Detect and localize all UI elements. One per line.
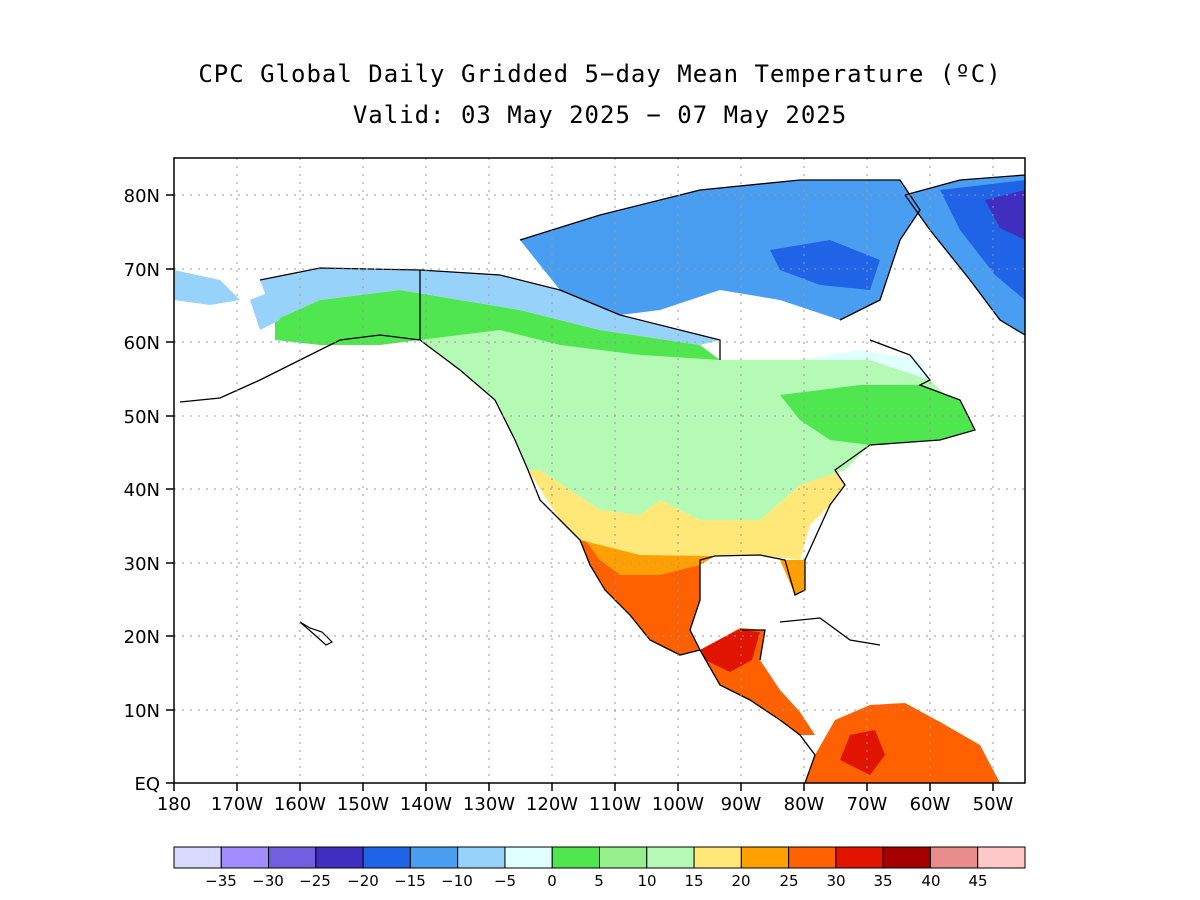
hudson-region — [800, 350, 930, 380]
florida-warm — [780, 560, 805, 595]
colorbar-label: −20 — [347, 872, 379, 890]
colorbar-label: 45 — [968, 872, 987, 890]
axis-ticks — [166, 194, 994, 791]
colorbar-swatch — [457, 846, 506, 869]
lon-label: 180 — [157, 794, 191, 815]
lat-label: 80N — [124, 186, 160, 207]
colorbar-swatch — [646, 846, 695, 869]
arctic-slope — [260, 268, 720, 345]
colorbar-label: 0 — [547, 872, 557, 890]
colorbar-swatch — [173, 846, 222, 869]
lat-label: 40N — [124, 480, 160, 501]
temperature-field — [174, 175, 1025, 783]
lat-label: 50N — [124, 407, 160, 428]
graticule — [174, 158, 1025, 783]
colorbar-label: 15 — [684, 872, 703, 890]
lat-label: 10N — [124, 701, 160, 722]
arctic-cold-core — [770, 240, 880, 290]
latitude-labels: EQ 10N 20N 30N 40N 50N 60N 70N 80N — [124, 186, 160, 795]
colorbar-swatch — [362, 846, 411, 869]
lon-label: 150W — [337, 794, 389, 815]
colorbar-swatch — [220, 846, 270, 869]
colorbar-swatch — [315, 846, 364, 869]
colorbar — [173, 846, 1026, 869]
colorbar-label: −25 — [299, 872, 331, 890]
lon-label: 130W — [463, 794, 515, 815]
lat-label: EQ — [134, 774, 160, 795]
central-america-hotspot — [700, 630, 760, 672]
colorbar-swatch — [551, 846, 600, 869]
lon-label: 100W — [652, 794, 704, 815]
lat-label: 20N — [124, 627, 160, 648]
lon-label: 90W — [721, 794, 762, 815]
mid-latitude-mild — [420, 330, 970, 520]
longitude-labels: 180 170W 160W 150W 140W 130W 120W 110W 1… — [157, 794, 1014, 815]
east-siberia — [174, 270, 240, 305]
lon-label: 60W — [910, 794, 951, 815]
colorbar-swatch — [693, 846, 742, 869]
colorbar-label: 5 — [594, 872, 604, 890]
lon-label: 80W — [784, 794, 825, 815]
colorbar-labels: −35 −30 −25 −20 −15 −10 −5 0 5 10 15 20 … — [205, 872, 987, 890]
eastern-canada-band — [780, 385, 975, 445]
subarctic-band — [275, 290, 720, 360]
lon-label: 120W — [526, 794, 578, 815]
colorbar-swatch — [504, 846, 553, 869]
colorbar-label: −5 — [494, 872, 516, 890]
colorbar-label: −30 — [252, 872, 284, 890]
southern-us-warm — [528, 470, 845, 560]
lat-label: 70N — [124, 260, 160, 281]
lat-label: 30N — [124, 554, 160, 575]
colorbar-label: 10 — [637, 872, 656, 890]
map-subtitle: Valid: 03 May 2025 − 07 May 2025 — [352, 101, 848, 129]
lon-label: 110W — [589, 794, 641, 815]
coastlines — [179, 174, 1025, 783]
lon-label: 140W — [400, 794, 452, 815]
map-frame — [173, 157, 1026, 784]
south-america-region — [805, 703, 1000, 783]
south-america-hotspot — [840, 730, 885, 775]
colorbar-label: 25 — [779, 872, 798, 890]
colorbar-label: 30 — [826, 872, 845, 890]
colorbar-swatch — [882, 846, 931, 869]
colorbar-label: 20 — [731, 872, 750, 890]
greenland-core — [985, 190, 1025, 240]
colorbar-swatch — [599, 846, 648, 869]
lon-label: 50W — [973, 794, 1014, 815]
lon-label: 160W — [274, 794, 326, 815]
colorbar-label: −35 — [205, 872, 237, 890]
map-title: CPC Global Daily Gridded 5−day Mean Temp… — [198, 60, 1002, 88]
colorbar-label: 40 — [921, 872, 940, 890]
western-alaska — [250, 290, 280, 330]
colorbar-swatch — [268, 846, 317, 869]
colorbar-swatch — [835, 846, 884, 869]
colorbar-swatch — [409, 846, 459, 869]
colorbar-swatch — [977, 846, 1026, 869]
colorbar-label: −10 — [441, 872, 473, 890]
lat-label: 60N — [124, 333, 160, 354]
colorbar-label: 35 — [873, 872, 892, 890]
hawaii-islands — [299, 621, 334, 646]
colorbar-label: −15 — [394, 872, 426, 890]
lon-label: 170W — [211, 794, 263, 815]
colorbar-swatch — [788, 846, 837, 869]
colorbar-swatch — [929, 846, 979, 869]
lon-label: 70W — [847, 794, 888, 815]
colorbar-swatch — [740, 846, 790, 869]
